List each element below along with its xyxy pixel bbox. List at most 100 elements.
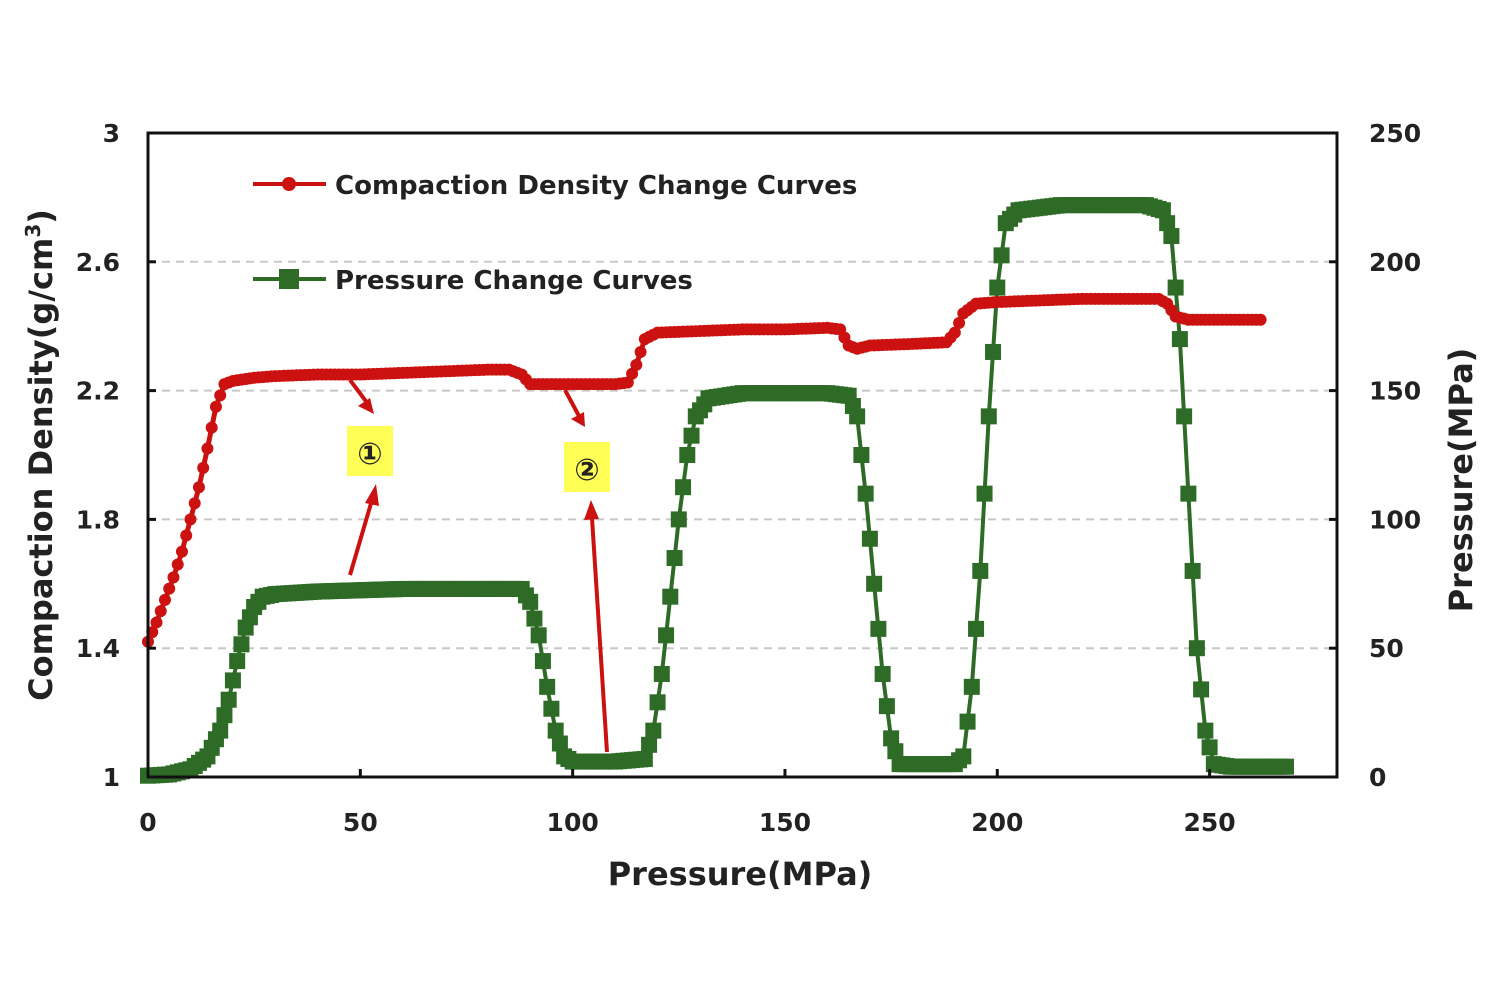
pressure-point <box>976 485 993 502</box>
x-tick-label: 100 <box>547 808 599 837</box>
arrow-2-upper <box>563 389 581 417</box>
pressure-point <box>534 653 551 670</box>
pressure-point <box>993 247 1010 264</box>
pressure-point <box>1176 408 1193 425</box>
density-point <box>184 513 197 526</box>
arrow-1-lower <box>348 499 374 576</box>
density-point <box>150 616 163 629</box>
x-axis-title: Pressure(MPa) <box>608 855 873 893</box>
pressure-point <box>874 665 891 682</box>
x-tick-label: 0 <box>139 808 156 837</box>
density-point <box>188 497 201 510</box>
pressure-point <box>551 735 568 752</box>
tick-layer: 1 1.4 1.8 2.2 2.6 3 0 50 100 150 200 250 0 50 100 150 20… <box>76 119 1421 837</box>
pressure-point <box>522 593 539 610</box>
pressure-point <box>539 678 556 695</box>
pressure-point <box>1180 485 1197 502</box>
legend: Compaction Density Change Curves Pressur… <box>253 171 857 296</box>
density-point <box>163 582 176 595</box>
pressure-point <box>547 722 564 739</box>
pressure-point <box>645 722 662 739</box>
pressure-point <box>878 698 895 715</box>
pressure-point <box>887 743 904 760</box>
density-point <box>205 421 218 434</box>
density-point <box>948 326 961 339</box>
annotation-2-label: ② <box>574 453 599 488</box>
arrow-2-lower <box>590 517 609 753</box>
pressure-point <box>989 279 1006 296</box>
y-right-tick-label: 150 <box>1369 377 1421 406</box>
pressure-point <box>530 627 547 644</box>
pressure-point <box>666 550 683 567</box>
y-left-tick-label: 3 <box>103 119 120 148</box>
pressure-point <box>658 627 675 644</box>
pressure-point <box>963 678 980 695</box>
y-right-tick-label: 50 <box>1369 634 1404 663</box>
annotation-1-label: ① <box>357 437 382 472</box>
density-point <box>154 605 167 618</box>
density-point <box>171 558 184 571</box>
pressure-point <box>543 700 560 717</box>
density-point <box>158 593 171 606</box>
pressure-point <box>853 447 870 463</box>
pressure-point <box>1171 331 1188 348</box>
density-point <box>630 358 643 371</box>
pressure-point <box>641 736 658 753</box>
y-right-tick-label: 0 <box>1369 763 1386 792</box>
pressure-point <box>212 722 229 739</box>
legend-marker-density <box>282 177 296 191</box>
pressure-point <box>1188 640 1205 657</box>
arrow-2-lower-head <box>584 500 599 520</box>
density-point <box>1254 313 1267 326</box>
plot-frame <box>146 131 1339 779</box>
pressure-point <box>683 427 700 444</box>
x-tick-label: 250 <box>1184 808 1236 837</box>
pressure-point <box>955 748 972 765</box>
pressure-point <box>1163 228 1180 245</box>
y-left-axis-title: Compaction Density(g/cm3) <box>21 209 60 701</box>
pressure-point <box>1167 279 1184 296</box>
pressure-point <box>985 343 1002 360</box>
y-left-tick-label: 2.2 <box>76 377 120 406</box>
pressure-point <box>1201 739 1218 756</box>
y-left-axis-title-sup: 3 <box>21 224 45 238</box>
pressure-point <box>216 707 233 724</box>
pressure-point <box>229 653 246 670</box>
pressure-point <box>1193 681 1210 698</box>
pressure-point <box>972 562 989 579</box>
x-tick-label: 150 <box>759 808 811 837</box>
y-left-tick-label: 1 <box>103 763 120 792</box>
density-point <box>201 442 214 455</box>
density-point <box>209 400 222 413</box>
density-point <box>167 571 180 584</box>
density-point <box>634 345 647 358</box>
pressure-point <box>1159 215 1176 232</box>
arrow-1-upper <box>348 378 370 406</box>
density-point <box>197 461 210 474</box>
series-density <box>142 292 1267 648</box>
pressure-point <box>849 408 866 425</box>
annotation-2-highlight <box>564 442 610 492</box>
density-point <box>953 316 966 329</box>
pressure-point <box>670 511 687 528</box>
x-tick-label: 200 <box>971 808 1023 837</box>
density-point <box>192 481 205 494</box>
arrow-2-upper-head <box>571 412 585 427</box>
pressure-point <box>1154 202 1171 219</box>
density-point <box>175 545 188 558</box>
y-right-tick-label: 250 <box>1369 119 1421 148</box>
pressure-point <box>224 672 241 689</box>
y-left-tick-label: 1.8 <box>76 505 120 534</box>
arrow-1-upper-head <box>358 398 374 414</box>
pressure-line <box>147 203 1287 778</box>
pressure-point <box>679 447 696 463</box>
pressure-point <box>980 408 997 425</box>
arrow-1-lower-head <box>365 484 379 506</box>
pressure-point <box>220 691 237 708</box>
pressure-point <box>968 620 985 637</box>
pressure-point <box>675 479 692 496</box>
annotations: ① ② <box>347 378 610 753</box>
legend-label-density: Compaction Density Change Curves <box>335 171 857 201</box>
series-layer <box>140 197 1295 784</box>
